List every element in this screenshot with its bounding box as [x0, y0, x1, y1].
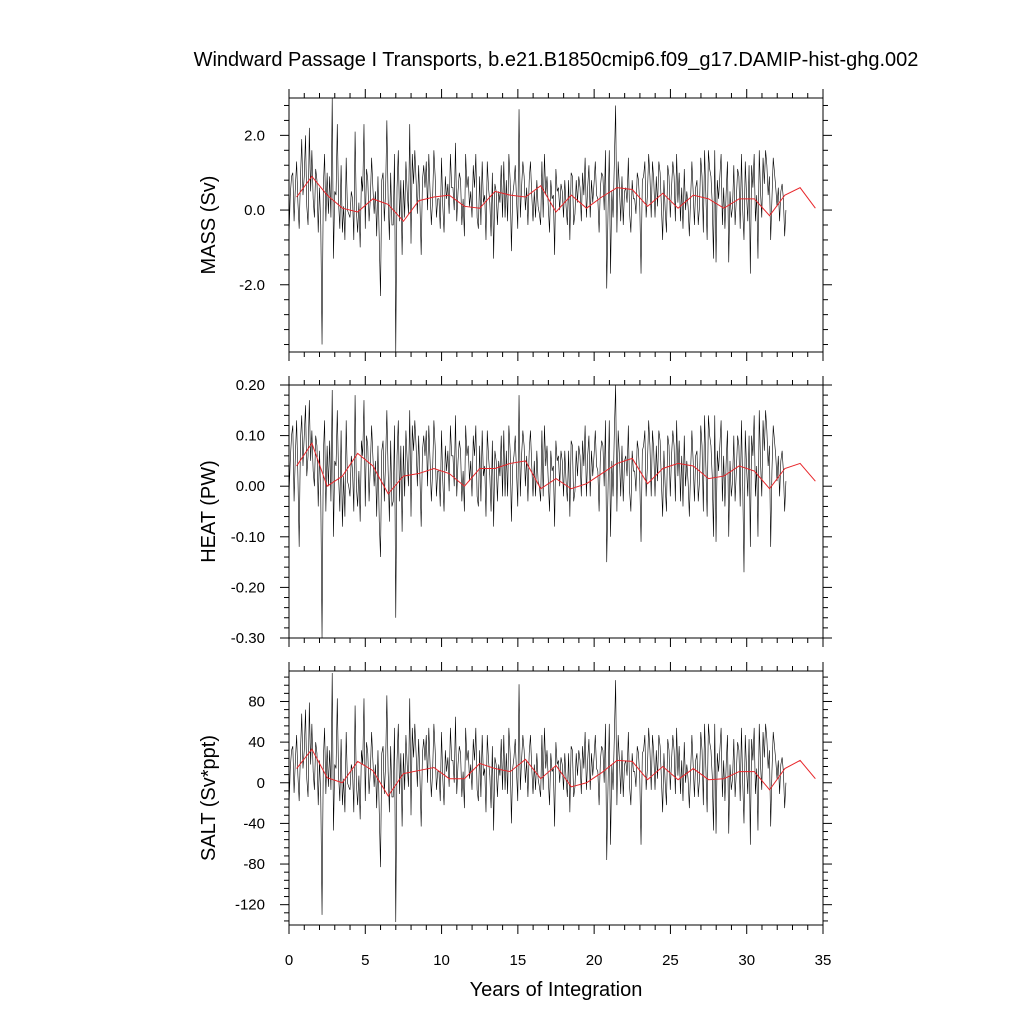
mass-y-tick-label: 0.0 — [244, 202, 265, 219]
salt-plot-area — [289, 673, 816, 922]
mass-panel-frame — [288, 97, 824, 353]
salt-y-tick-label: 0 — [257, 775, 265, 792]
heat-panel-frame — [288, 384, 824, 639]
panel-mass: 2.0 0.0 -2.0 MASS (Sv) — [198, 89, 832, 361]
mass-y-axis-title: MASS (Sv) — [198, 176, 220, 275]
panel-salt: 80 40 0 -40 -80 -120 SALT (Sv*ppt) — [198, 662, 832, 934]
heat-y-tick-label: -0.30 — [231, 630, 265, 647]
mass-y-tick-label: -2.0 — [239, 277, 265, 294]
mass-plot-area — [289, 98, 816, 352]
x-tick-label: 30 — [738, 952, 755, 969]
salt-y-tick-label: 80 — [248, 693, 265, 710]
panels: 2.0 0.0 -2.0 MASS (Sv) 0.20 0.10 0.00 -0.10 -0.2… — [198, 89, 832, 934]
salt-annual-series-line — [296, 748, 816, 797]
x-tick-label: 15 — [510, 952, 527, 969]
salt-y-tick-label: -120 — [235, 897, 265, 914]
heat-y-tick-label: 0.10 — [236, 428, 265, 445]
salt-monthly-series-line — [289, 673, 787, 922]
heat-y-tick-label: 0.00 — [236, 478, 265, 495]
panel-heat: 0.20 0.10 0.00 -0.10 -0.20 -0.30 HEAT (PW) — [198, 376, 832, 647]
heat-annual-series-line — [296, 442, 816, 495]
chart-title: Windward Passage I Transports, b.e21.B18… — [194, 49, 919, 71]
heat-y-axis-title: HEAT (PW) — [198, 460, 220, 563]
mass-annual-series-line — [296, 175, 816, 223]
salt-panel-frame — [288, 670, 824, 926]
heat-y-tick-label: 0.20 — [236, 377, 265, 394]
x-axis-title: Years of Integration — [470, 979, 643, 1001]
salt-y-tick-label: -40 — [243, 815, 265, 832]
heat-monthly-series-line — [289, 385, 787, 638]
x-tick-label: 0 — [285, 952, 293, 969]
x-tick-label: 20 — [586, 952, 603, 969]
heat-y-tick-label: -0.10 — [231, 529, 265, 546]
mass-y-tick-label: 2.0 — [244, 127, 265, 144]
x-tick-label: 35 — [815, 952, 832, 969]
mass-monthly-series-line — [289, 98, 787, 352]
x-tick-label: 10 — [433, 952, 450, 969]
salt-y-tick-label: -80 — [243, 856, 265, 873]
x-tick-label: 5 — [361, 952, 369, 969]
x-tick-label: 25 — [662, 952, 679, 969]
salt-y-tick-label: 40 — [248, 734, 265, 751]
salt-y-axis-title: SALT (Sv*ppt) — [198, 735, 220, 861]
x-axis: 0 5 10 15 20 25 30 35 — [285, 952, 832, 969]
heat-y-tick-label: -0.20 — [231, 579, 265, 596]
heat-plot-area — [289, 385, 816, 638]
